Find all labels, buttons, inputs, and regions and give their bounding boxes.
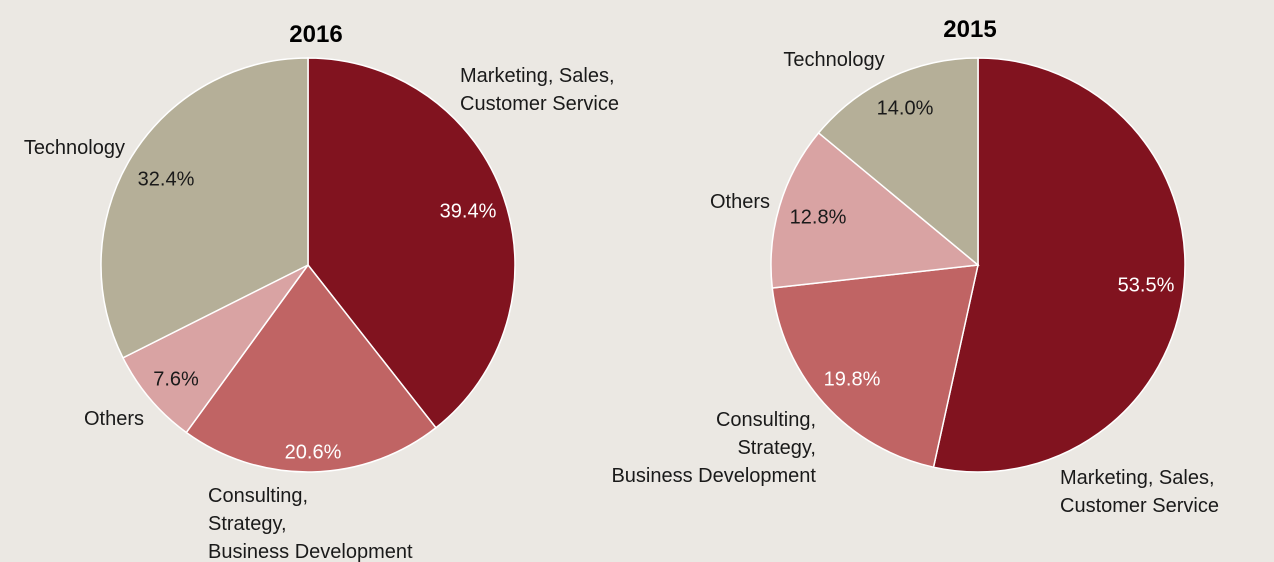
pct-label-2015-others: 12.8% [790, 206, 847, 228]
pie-chart-2015: 2015 53.5% Marketing, Sales, Customer Serv… [611, 16, 1219, 517]
pct-label-2016-technology: 32.4% [138, 168, 195, 190]
category-label-2016-marketing-sales-customer-service: Marketing, Sales, Customer Service [460, 65, 619, 115]
pie-slice-2015-consulting-strategy-business-development [771, 264, 979, 469]
pie-slice-2015-technology [817, 57, 979, 267]
category-label-2015-others: Others [710, 191, 770, 213]
category-label-2016-others: Others [84, 408, 144, 430]
pie-slice-2016-technology [100, 57, 309, 359]
pct-label-2016-others: 7.6% [153, 368, 199, 390]
category-label-2015-marketing-sales-customer-service: Marketing, Sales, Customer Service [1060, 467, 1219, 517]
pie-slice-2015-marketing-sales-customer-service [932, 57, 1186, 473]
category-label-2015-consulting-strategy-business-development: Consulting, Strategy, Business Development [611, 409, 816, 487]
pie-slice-2016-others [121, 264, 309, 434]
pie-slice-2016-marketing-sales-customer-service [307, 57, 516, 429]
pct-label-2016-consulting-strategy-business-development: 20.6% [285, 441, 342, 463]
pct-label-2015-consulting-strategy-business-development: 19.8% [824, 368, 881, 390]
category-label-2015-technology: Technology [783, 49, 884, 71]
pie-slice-2015-others [770, 131, 980, 289]
category-label-2016-technology: Technology [24, 137, 125, 159]
pie-slice-2016-consulting-strategy-business-development [185, 263, 437, 473]
chart-title-2016: 2016 [289, 21, 342, 48]
category-label-2016-consulting-strategy-business-development: Consulting, Strategy, Business Development [208, 485, 413, 562]
pie-chart-2016: 2016 39.4% Marketing, Sales, Customer Serv… [24, 21, 619, 562]
chart-title-2015: 2015 [943, 16, 996, 43]
pct-label-2015-technology: 14.0% [877, 97, 934, 119]
pct-label-2015-marketing-sales-customer-service: 53.5% [1118, 274, 1175, 296]
pct-label-2016-marketing-sales-customer-service: 39.4% [440, 200, 497, 222]
